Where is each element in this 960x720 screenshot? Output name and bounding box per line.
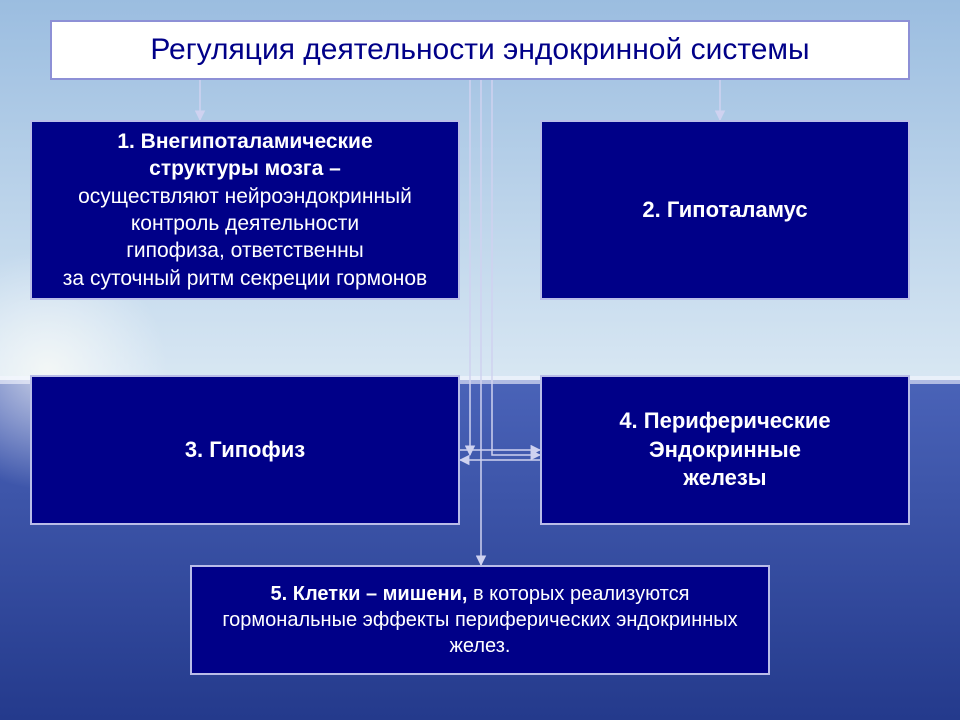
node-peripheral-glands: 4. ПериферическиеЭндокринныежелезы [540,375,910,525]
diagram-title-text: Регуляция деятельности эндокринной систе… [150,33,809,67]
node-line: за суточный ритм секреции гормонов [63,265,427,292]
node-line: структуры мозга – [149,155,341,182]
node-line: железы [683,464,766,493]
node-extrahypothalamic: 1. Внегипоталамическиеструктуры мозга –о… [30,120,460,300]
node-line: 3. Гипофиз [185,436,305,465]
diagram-title: Регуляция деятельности эндокринной систе… [50,20,910,80]
node-line: гипофиза, ответственны [126,237,364,264]
node-pituitary: 3. Гипофиз [30,375,460,525]
node-line: 1. Внегипоталамические [117,128,372,155]
node-line: контроль деятельности [131,210,359,237]
node-line: осуществляют нейроэндокринный [78,183,412,210]
node-paragraph: 5. Клетки – мишени, в которых реализуютс… [214,581,746,659]
node-line: 4. Периферические [619,407,830,436]
node-hypothalamus: 2. Гипоталамус [540,120,910,300]
node-line: 2. Гипоталамус [642,196,807,225]
node-line: Эндокринные [649,436,801,465]
node-target-cells: 5. Клетки – мишени, в которых реализуютс… [190,565,770,675]
